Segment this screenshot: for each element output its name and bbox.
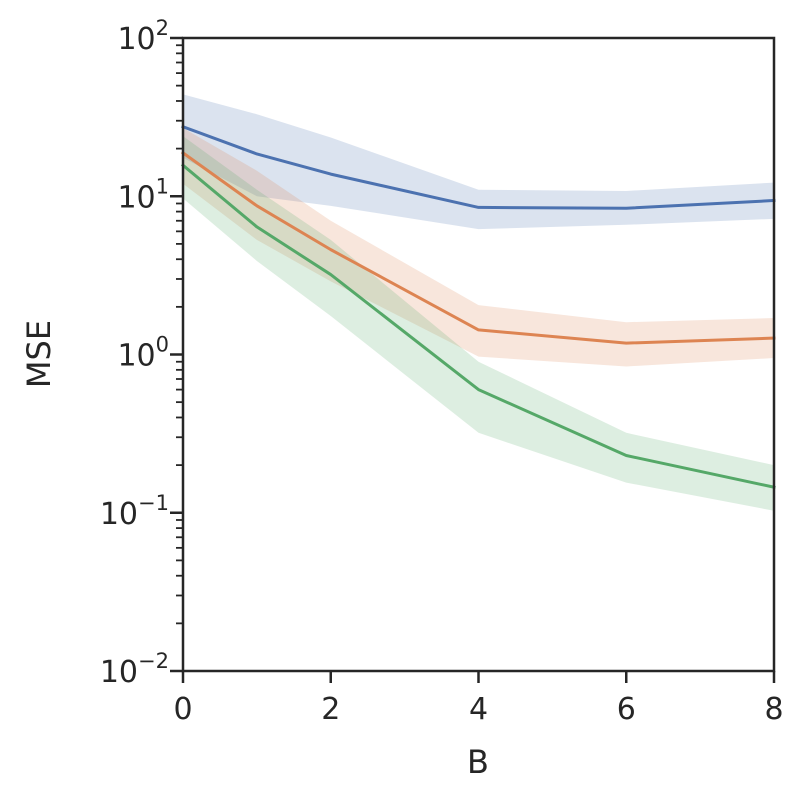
y-tick-label: 102 xyxy=(117,16,169,57)
series-3-line xyxy=(180,163,776,489)
y-axis-label: MSE xyxy=(20,320,58,388)
series-lines xyxy=(180,124,776,489)
series-2-band xyxy=(183,127,774,367)
series-2-line xyxy=(180,150,776,345)
series-1-band xyxy=(183,94,774,230)
y-tick-label: 100 xyxy=(117,333,169,374)
y-axis-ticks: 10−2 10−1 100 101 102 xyxy=(100,16,183,690)
x-tick-label: 4 xyxy=(469,692,488,727)
x-axis-ticks: 0 2 4 6 8 xyxy=(173,671,784,727)
x-tick-label: 8 xyxy=(764,692,783,727)
x-axis-label: B xyxy=(467,743,489,781)
x-tick-label: 0 xyxy=(173,692,192,727)
y-tick-label: 10−1 xyxy=(100,491,169,532)
x-tick-label: 2 xyxy=(321,692,340,727)
y-tick-label: 10−2 xyxy=(100,649,169,690)
series-1-line xyxy=(181,124,776,210)
y-tick-label: 101 xyxy=(117,174,169,215)
x-tick-label: 6 xyxy=(617,692,636,727)
